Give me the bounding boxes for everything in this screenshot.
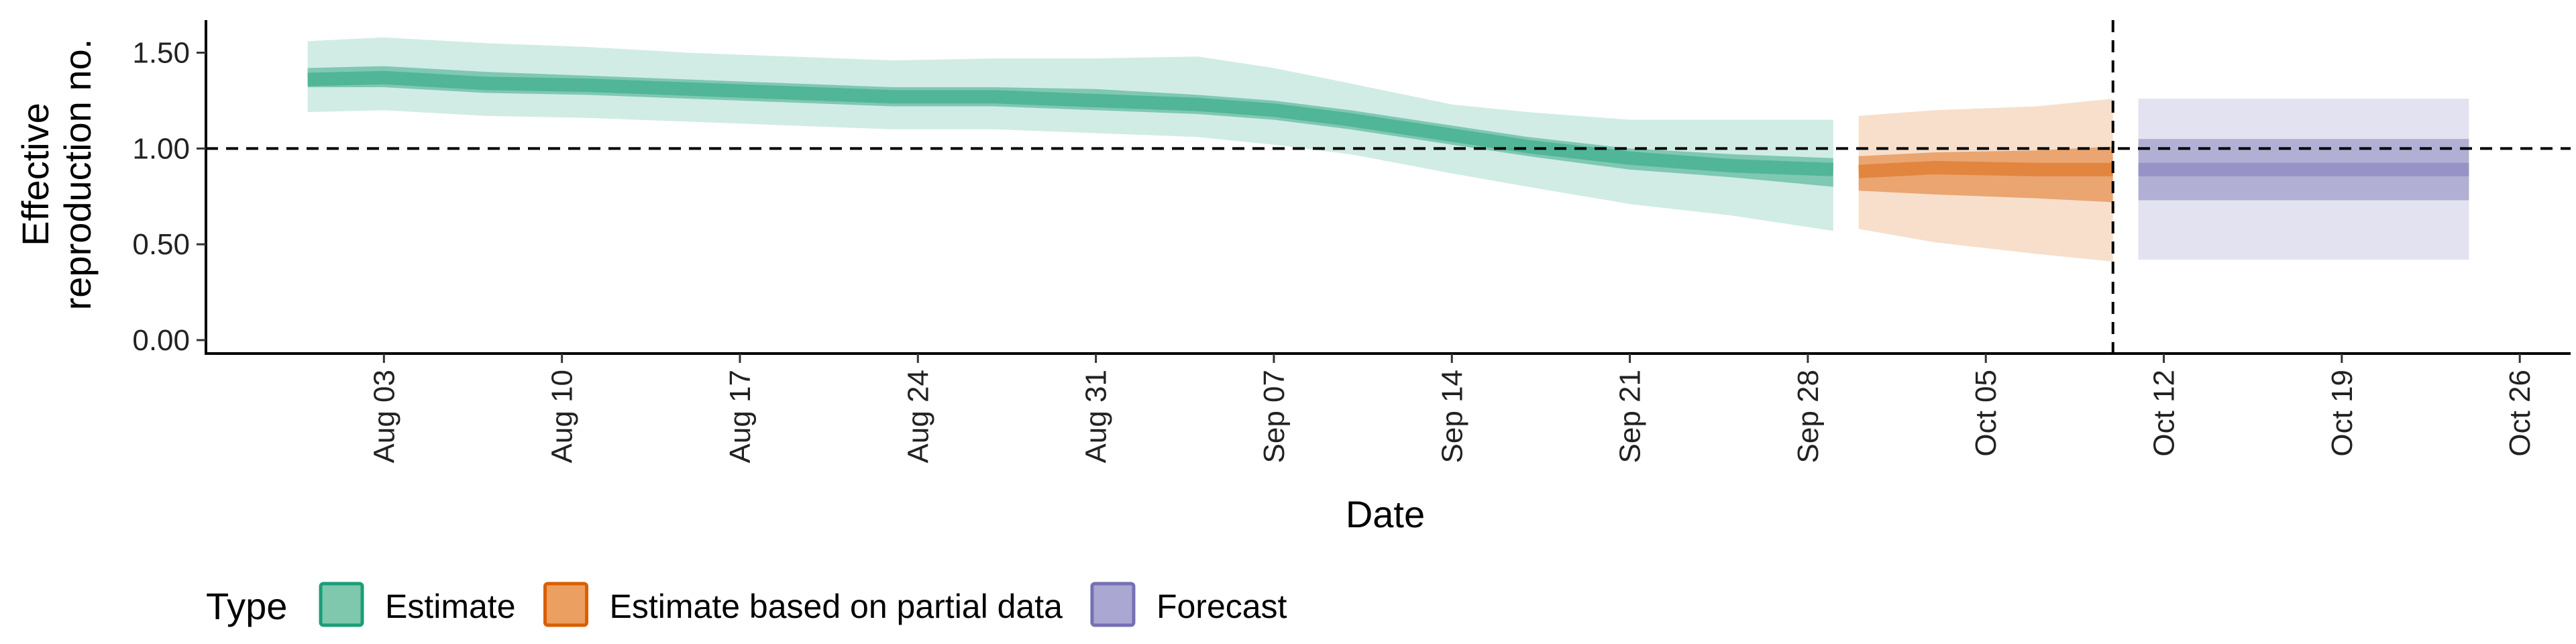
x-axis-title: Date bbox=[1346, 493, 1425, 535]
uncertainty-bands bbox=[307, 37, 2469, 262]
estimate-based-on-partial-data-median-line bbox=[1858, 160, 2113, 178]
x-tick-label: Sep 14 bbox=[1436, 370, 1468, 463]
x-tick-label: Oct 12 bbox=[2148, 370, 2181, 457]
y-tick-label: 1.50 bbox=[132, 37, 190, 70]
legend-label-estimate: Estimate bbox=[385, 588, 516, 625]
legend-swatch-estimate-based-on-partial-data bbox=[543, 582, 589, 627]
reference-lines bbox=[206, 20, 2571, 354]
y-axis-ticks: 0.00 0.50 1.00 1.50 bbox=[132, 37, 206, 357]
forecast-band-50 bbox=[2138, 139, 2469, 201]
estimate-band-50 bbox=[307, 66, 1833, 187]
x-tick-label: Aug 17 bbox=[724, 370, 757, 463]
x-tick-label: Oct 26 bbox=[2504, 370, 2536, 457]
legend-label-estimate-based-on-partial-data: Estimate based on partial data bbox=[610, 588, 1063, 625]
estimate-based-on-partial-data-band-50 bbox=[1858, 146, 2113, 203]
x-tick-label: Oct 19 bbox=[2326, 370, 2359, 457]
y-tick-label: 0.00 bbox=[132, 324, 190, 357]
x-axis-ticks: Aug 03 Aug 10 Aug 17 Aug 24 Aug 31 Sep 07 Sep … bbox=[368, 354, 2536, 463]
forecast-band-90 bbox=[2138, 99, 2469, 260]
estimate-median-line bbox=[307, 70, 1834, 176]
x-tick-label: Sep 07 bbox=[1258, 370, 1291, 463]
x-tick-label: Aug 24 bbox=[902, 370, 934, 463]
legend-swatch-forecast bbox=[1090, 582, 1136, 627]
legend-label-forecast: Forecast bbox=[1157, 588, 1287, 625]
y-tick-label: 0.50 bbox=[132, 228, 190, 261]
x-tick-label: Sep 28 bbox=[1792, 370, 1825, 463]
x-tick-label: Oct 05 bbox=[1970, 370, 2002, 457]
estimate-based-on-partial-data-band-90 bbox=[1858, 99, 2113, 262]
estimate-band-90 bbox=[307, 37, 1833, 231]
y-axis-title-line-1: Effective bbox=[14, 103, 56, 246]
legend-title: Type bbox=[206, 585, 287, 627]
legend-swatch-estimate bbox=[319, 582, 364, 627]
y-tick-label: 1.00 bbox=[132, 132, 190, 165]
axes bbox=[205, 20, 2571, 355]
y-axis-title-line-2: reproduction no. bbox=[56, 39, 99, 311]
x-tick-label: Aug 03 bbox=[368, 370, 400, 463]
x-tick-label: Aug 31 bbox=[1080, 370, 1113, 463]
median-lines bbox=[307, 70, 2469, 178]
x-tick-label: Sep 21 bbox=[1614, 370, 1647, 463]
x-tick-label: Aug 10 bbox=[546, 370, 579, 463]
legend: Type Estimate Estimate based on partial da… bbox=[206, 582, 1287, 627]
